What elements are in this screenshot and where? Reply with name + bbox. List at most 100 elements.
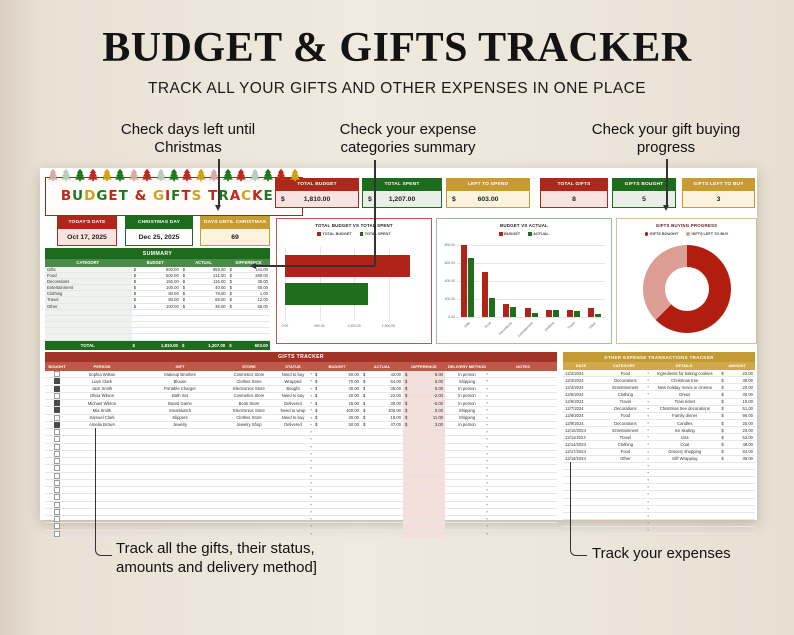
notes-cell[interactable] [489,378,557,384]
bought-cell[interactable] [45,523,69,530]
store-cell[interactable]: Clothes Store [236,415,262,421]
category-dropdown[interactable]: Decorations ▾ [601,377,650,383]
category-dropdown[interactable]: ▾ [601,513,650,519]
summary-category-cell[interactable] [45,309,132,315]
category-dropdown[interactable]: Clothing ▾ [601,441,650,447]
summary-category-cell[interactable] [45,315,132,322]
delivery-dropdown[interactable]: ▾ [445,531,489,537]
details-cell[interactable] [650,513,719,519]
details-cell[interactable]: Christmas tree [671,377,699,383]
bought-cell[interactable] [45,479,69,486]
gift-cell[interactable] [135,429,225,435]
notes-cell[interactable] [489,494,557,500]
bought-cell[interactable] [45,385,69,392]
gift-cell[interactable]: Jewelry [172,422,188,428]
gift-cell[interactable] [135,465,225,471]
store-cell[interactable]: Book Store [238,400,260,406]
bought-checkbox[interactable] [54,400,60,407]
notes-cell[interactable] [489,502,557,508]
date-cell[interactable]: 12/17/2024 [565,449,586,455]
gift-cell[interactable]: Slippers [172,415,188,421]
store-cell[interactable] [225,502,273,508]
status-dropdown[interactable]: ▾ [273,494,313,500]
bought-cell[interactable] [45,392,69,399]
bought-checkbox[interactable] [54,436,60,443]
category-dropdown[interactable]: Decorations ▾ [601,420,650,426]
details-cell[interactable]: Dress [679,391,691,397]
delivery-dropdown[interactable]: In person ▾ [445,400,489,406]
status-dropdown[interactable]: ▾ [273,429,313,435]
details-cell[interactable]: Family dinner [672,413,698,419]
details-cell[interactable]: Christmas tree decorations [659,406,710,412]
details-cell[interactable]: Train ticket [674,399,695,405]
person-cell[interactable]: Mia Smith [92,407,112,413]
store-cell[interactable]: Cosmetics Store [233,371,265,377]
details-cell[interactable]: Gas [680,434,689,440]
gift-cell[interactable]: Bath Set [171,393,189,399]
category-dropdown[interactable]: Food ▾ [601,370,650,376]
details-cell[interactable] [650,527,719,533]
delivery-dropdown[interactable]: ▾ [445,509,489,515]
gift-cell[interactable] [135,444,225,450]
bought-checkbox[interactable] [54,487,60,494]
notes-cell[interactable] [489,393,557,399]
category-dropdown[interactable]: ▾ [601,491,650,497]
gift-cell[interactable] [135,487,225,493]
gift-cell[interactable]: Blouse [173,378,187,384]
notes-cell[interactable] [489,415,557,421]
bought-checkbox[interactable] [54,494,60,501]
status-dropdown[interactable]: ▾ [273,458,313,464]
person-cell[interactable]: Liam Clark [91,378,112,384]
details-cell[interactable] [650,484,719,490]
person-cell[interactable]: Amelia Brown [89,422,115,428]
bought-checkbox[interactable] [54,414,60,421]
details-cell[interactable]: Candles [677,420,693,426]
summary-empty-row[interactable] [45,334,270,341]
delivery-dropdown[interactable]: ▾ [445,494,489,500]
notes-cell[interactable] [489,458,557,464]
bought-cell[interactable] [45,487,69,494]
status-dropdown[interactable]: ▾ [273,436,313,442]
summary-category-cell[interactable] [45,328,132,334]
gift-cell[interactable] [135,509,225,515]
date-cell[interactable]: 12/11/2024 [565,434,586,440]
store-cell[interactable] [225,531,273,537]
status-dropdown[interactable]: Wrapped ▾ [273,378,313,384]
delivery-dropdown[interactable]: ▾ [445,436,489,442]
gift-cell[interactable] [135,531,225,537]
notes-cell[interactable] [489,429,557,435]
category-dropdown[interactable]: Travel ▾ [601,399,650,405]
summary-category-cell[interactable] [45,334,132,340]
bought-checkbox[interactable] [54,429,60,436]
bought-checkbox[interactable] [54,516,60,523]
notes-cell[interactable] [489,480,557,486]
notes-cell[interactable] [489,371,557,377]
category-dropdown[interactable]: ▾ [601,506,650,512]
date-cell[interactable]: 12/3/2024 [565,377,584,383]
notes-cell[interactable] [489,436,557,442]
delivery-dropdown[interactable]: ▾ [445,487,489,493]
date-cell[interactable]: 12/14/2024 [565,441,586,447]
gift-cell[interactable] [135,451,225,457]
category-dropdown[interactable]: Entertainment ▾ [601,427,650,433]
status-dropdown[interactable]: ▾ [273,523,313,529]
category-dropdown[interactable]: Entertainment ▾ [601,384,650,390]
store-cell[interactable]: Cosmetics Store [233,393,265,399]
bought-cell[interactable] [45,472,69,479]
bought-cell[interactable] [45,421,69,428]
summary-empty-row[interactable] [45,315,270,323]
details-cell[interactable]: Coat [680,441,690,447]
bought-cell[interactable] [45,400,69,407]
store-cell[interactable] [225,444,273,450]
store-cell[interactable] [225,451,273,457]
delivery-dropdown[interactable]: ▾ [445,465,489,471]
bought-cell[interactable] [45,429,69,436]
person-cell[interactable]: Jack Smith [91,386,113,392]
date-cell[interactable]: 12/6/2024 [565,399,584,405]
notes-cell[interactable] [489,509,557,515]
store-cell[interactable] [225,523,273,529]
details-cell[interactable] [650,491,719,497]
summary-category-cell[interactable]: Clothing [45,291,132,297]
store-cell[interactable] [225,436,273,442]
status-dropdown[interactable]: ▾ [273,509,313,515]
